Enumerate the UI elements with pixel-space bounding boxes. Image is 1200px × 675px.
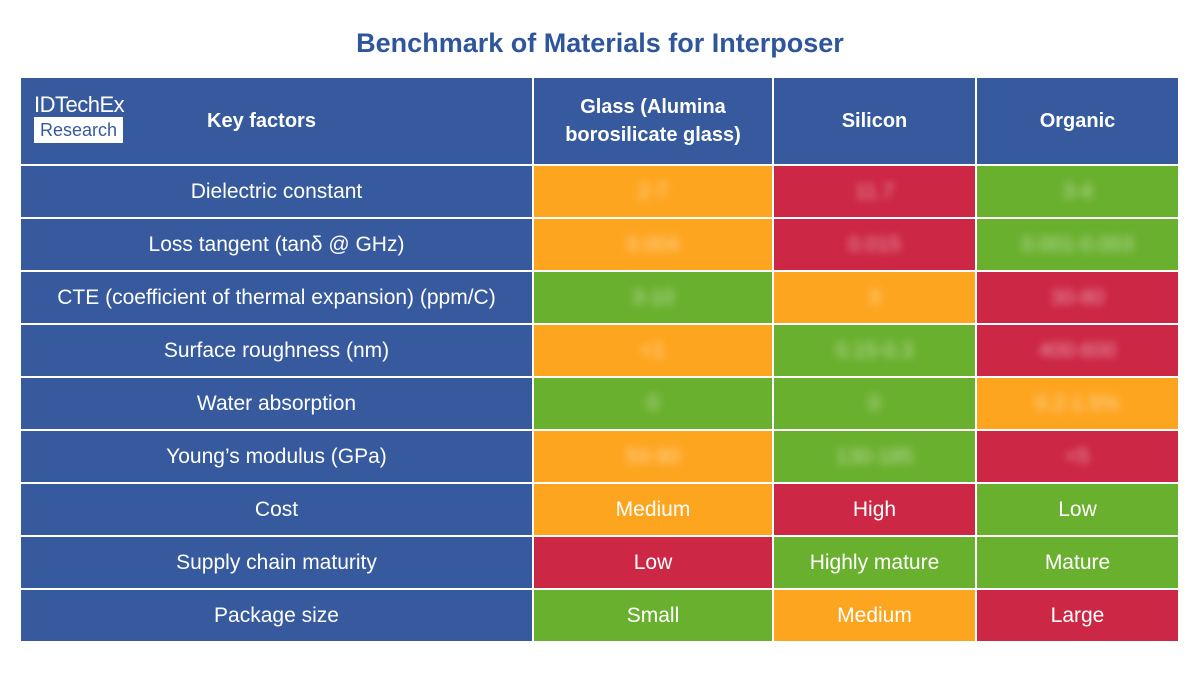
table-row: CTE (coefficient of thermal expansion) (… [21, 272, 1178, 323]
cell-value: 0 [868, 391, 881, 415]
rating-cell: 0 [534, 378, 772, 429]
rating-cell: 3-4 [977, 166, 1178, 217]
rating-cell: Small [534, 590, 772, 641]
rating-cell: Highly mature [774, 537, 975, 588]
cell-value: 400-600 [1038, 338, 1117, 362]
rating-cell: 2-7 [534, 166, 772, 217]
rating-cell: 3 [774, 272, 975, 323]
logo-line1: IDTechEx [34, 92, 125, 117]
cell-value: <5 [1065, 444, 1090, 468]
table-row: Dielectric constant 2-7 11.7 3-4 [21, 166, 1178, 217]
table-row: Water absorption 0 0 0.2-1.5% [21, 378, 1178, 429]
factor-label: Supply chain maturity [21, 537, 532, 588]
cell-value: 3 [868, 285, 881, 309]
cell-value: 0.001-0.003 [1021, 232, 1134, 256]
cell-value: Low [633, 550, 673, 574]
cell-value: Medium [615, 497, 691, 521]
cell-value: 0.004 [626, 232, 680, 256]
cell-value: <1 [641, 338, 665, 362]
rating-cell: <1 [534, 325, 772, 376]
rating-cell: 3-10 [534, 272, 772, 323]
rating-cell: 0.2-1.5% [977, 378, 1178, 429]
rating-cell: 400-600 [977, 325, 1178, 376]
cell-value: Low [1058, 497, 1097, 521]
rating-cell: 0.15-0.3 [774, 325, 975, 376]
header-organic: Organic [977, 78, 1178, 164]
factor-label: Young’s modulus (GPa) [21, 431, 532, 482]
table-row: Cost Medium High Low [21, 484, 1178, 535]
cell-value: 0.2-1.5% [1035, 391, 1120, 415]
cell-value: Large [1050, 603, 1105, 627]
benchmark-table: IDTechEx Research Key factors Glass (Alu… [19, 76, 1180, 643]
header-row: IDTechEx Research Key factors Glass (Alu… [21, 78, 1178, 164]
cell-value: Small [626, 603, 680, 627]
rating-cell: <5 [977, 431, 1178, 482]
header-silicon: Silicon [774, 78, 975, 164]
cell-value: Mature [1044, 550, 1111, 574]
factor-label: Water absorption [21, 378, 532, 429]
factor-label: Cost [21, 484, 532, 535]
rating-cell: 130-185 [774, 431, 975, 482]
rating-cell: Medium [534, 484, 772, 535]
cell-value: 130-185 [835, 444, 914, 468]
factor-label: CTE (coefficient of thermal expansion) (… [21, 272, 532, 323]
rating-cell: 11.7 [774, 166, 975, 217]
header-glass: Glass (Alumina borosilicate glass) [534, 78, 772, 164]
cell-value: 0 [647, 391, 659, 415]
table-row: Young’s modulus (GPa) 50-90 130-185 <5 [21, 431, 1178, 482]
cell-value: 3-10 [631, 285, 675, 309]
logo-line2: Research [34, 117, 124, 143]
header-label: Key factors [207, 110, 316, 132]
rating-cell: Large [977, 590, 1178, 641]
rating-cell: Medium [774, 590, 975, 641]
cell-value: 3-4 [1062, 179, 1093, 203]
rating-cell: High [774, 484, 975, 535]
cell-value: High [852, 497, 897, 521]
rating-cell: Low [534, 537, 772, 588]
rating-cell: Low [977, 484, 1178, 535]
idtechex-logo: IDTechEx Research [34, 92, 125, 144]
rating-cell: 0.004 [534, 219, 772, 270]
factor-label: Dielectric constant [21, 166, 532, 217]
rating-cell: 30-80 [977, 272, 1178, 323]
factor-label: Loss tangent (tanδ @ GHz) [21, 219, 532, 270]
cell-value: 0.015 [848, 232, 901, 256]
cell-value: 50-90 [626, 444, 680, 468]
table-row: Supply chain maturity Low Highly mature Mat… [21, 537, 1178, 588]
cell-value: 2-7 [637, 179, 669, 203]
page-title: Benchmark of Materials for Interposer [356, 28, 844, 58]
factor-label: Package size [21, 590, 532, 641]
table-row: Surface roughness (nm) <1 0.15-0.3 400-600 [21, 325, 1178, 376]
cell-value: 11.7 [854, 179, 895, 203]
cell-value: Highly mature [809, 550, 940, 574]
table-row: Loss tangent (tanδ @ GHz) 0.004 0.015 0.001… [21, 219, 1178, 270]
rating-cell: 0 [774, 378, 975, 429]
cell-value: 0.15-0.3 [835, 338, 914, 362]
rating-cell: 0.001-0.003 [977, 219, 1178, 270]
rating-cell: 0.015 [774, 219, 975, 270]
rating-cell: Mature [977, 537, 1178, 588]
cell-value: 30-80 [1050, 285, 1105, 309]
factor-label: Surface roughness (nm) [21, 325, 532, 376]
cell-value: Medium [837, 603, 912, 627]
rating-cell: 50-90 [534, 431, 772, 482]
table-row: Package size Small Medium Large [21, 590, 1178, 641]
header-key-factors: IDTechEx Research Key factors [21, 78, 532, 164]
